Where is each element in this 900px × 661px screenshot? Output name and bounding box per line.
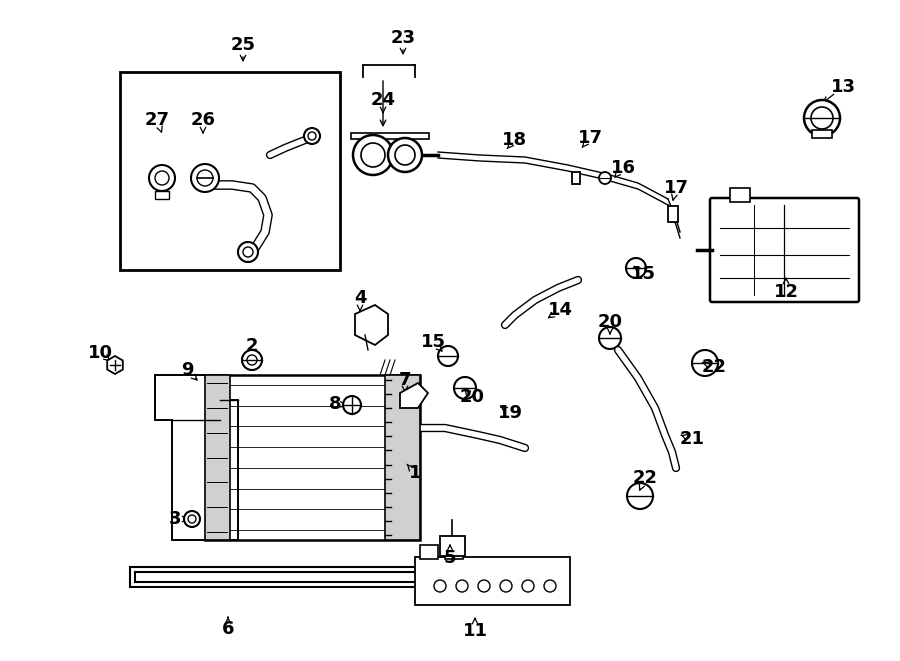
- Circle shape: [438, 346, 458, 366]
- Text: 11: 11: [463, 622, 488, 640]
- Text: 6: 6: [221, 620, 234, 638]
- Bar: [385, 375, 420, 540]
- Bar: [205, 375, 230, 540]
- FancyBboxPatch shape: [710, 198, 859, 302]
- Text: 20: 20: [598, 313, 623, 331]
- Bar: [205, 375, 420, 540]
- Circle shape: [395, 145, 415, 165]
- Text: 18: 18: [502, 131, 527, 149]
- Circle shape: [454, 377, 476, 399]
- Circle shape: [522, 580, 534, 592]
- Text: 25: 25: [230, 36, 256, 54]
- Circle shape: [804, 100, 840, 136]
- Circle shape: [544, 580, 556, 592]
- Circle shape: [353, 135, 393, 175]
- Circle shape: [599, 172, 611, 184]
- Polygon shape: [355, 305, 388, 345]
- Bar: [420, 545, 438, 559]
- Text: 3: 3: [169, 510, 181, 528]
- Text: 14: 14: [547, 301, 572, 319]
- Text: 19: 19: [498, 404, 523, 422]
- Text: 15: 15: [631, 265, 655, 283]
- Circle shape: [627, 483, 653, 509]
- Circle shape: [243, 247, 253, 257]
- Text: 20: 20: [460, 388, 484, 406]
- Circle shape: [456, 580, 468, 592]
- Text: 24: 24: [371, 91, 395, 109]
- Text: 23: 23: [391, 29, 416, 47]
- Circle shape: [308, 132, 316, 140]
- Text: 9: 9: [181, 361, 194, 379]
- Text: 26: 26: [191, 111, 215, 129]
- Polygon shape: [400, 383, 428, 408]
- Circle shape: [197, 170, 213, 186]
- Text: 27: 27: [145, 111, 169, 129]
- Polygon shape: [155, 375, 238, 540]
- Text: 21: 21: [680, 430, 705, 448]
- Bar: [351, 133, 429, 139]
- Text: 22: 22: [633, 469, 658, 487]
- Text: 4: 4: [354, 289, 366, 307]
- Circle shape: [388, 138, 422, 172]
- Text: 12: 12: [773, 283, 798, 301]
- Bar: [572, 172, 580, 184]
- Circle shape: [184, 511, 200, 527]
- Text: 1: 1: [409, 464, 421, 482]
- Text: 8: 8: [328, 395, 341, 413]
- Bar: [668, 206, 678, 222]
- Circle shape: [626, 258, 646, 278]
- Text: 15: 15: [420, 333, 446, 351]
- Bar: [812, 130, 832, 138]
- Circle shape: [304, 128, 320, 144]
- Bar: [155, 191, 169, 199]
- Circle shape: [361, 143, 385, 167]
- Circle shape: [242, 350, 262, 370]
- Circle shape: [500, 580, 512, 592]
- Text: 13: 13: [831, 78, 856, 96]
- Circle shape: [149, 165, 175, 191]
- Bar: [120, 72, 340, 270]
- Circle shape: [238, 242, 258, 262]
- Circle shape: [191, 164, 219, 192]
- Text: 7: 7: [399, 371, 411, 389]
- Text: 22: 22: [701, 358, 726, 376]
- Circle shape: [811, 107, 833, 129]
- Bar: [730, 188, 750, 202]
- Bar: [440, 536, 465, 556]
- Circle shape: [692, 350, 718, 376]
- Text: 17: 17: [578, 129, 602, 147]
- Text: 5: 5: [444, 549, 456, 567]
- Circle shape: [434, 580, 446, 592]
- Polygon shape: [107, 356, 122, 374]
- Text: 17: 17: [663, 179, 688, 197]
- Polygon shape: [130, 567, 430, 587]
- Circle shape: [343, 396, 361, 414]
- Circle shape: [188, 515, 196, 523]
- Circle shape: [599, 327, 621, 349]
- Circle shape: [155, 171, 169, 185]
- Circle shape: [247, 355, 257, 365]
- Bar: [415, 557, 570, 605]
- Text: 10: 10: [87, 344, 112, 362]
- Bar: [445, 545, 463, 559]
- Circle shape: [478, 580, 490, 592]
- Text: 16: 16: [610, 159, 635, 177]
- Text: 2: 2: [246, 337, 258, 355]
